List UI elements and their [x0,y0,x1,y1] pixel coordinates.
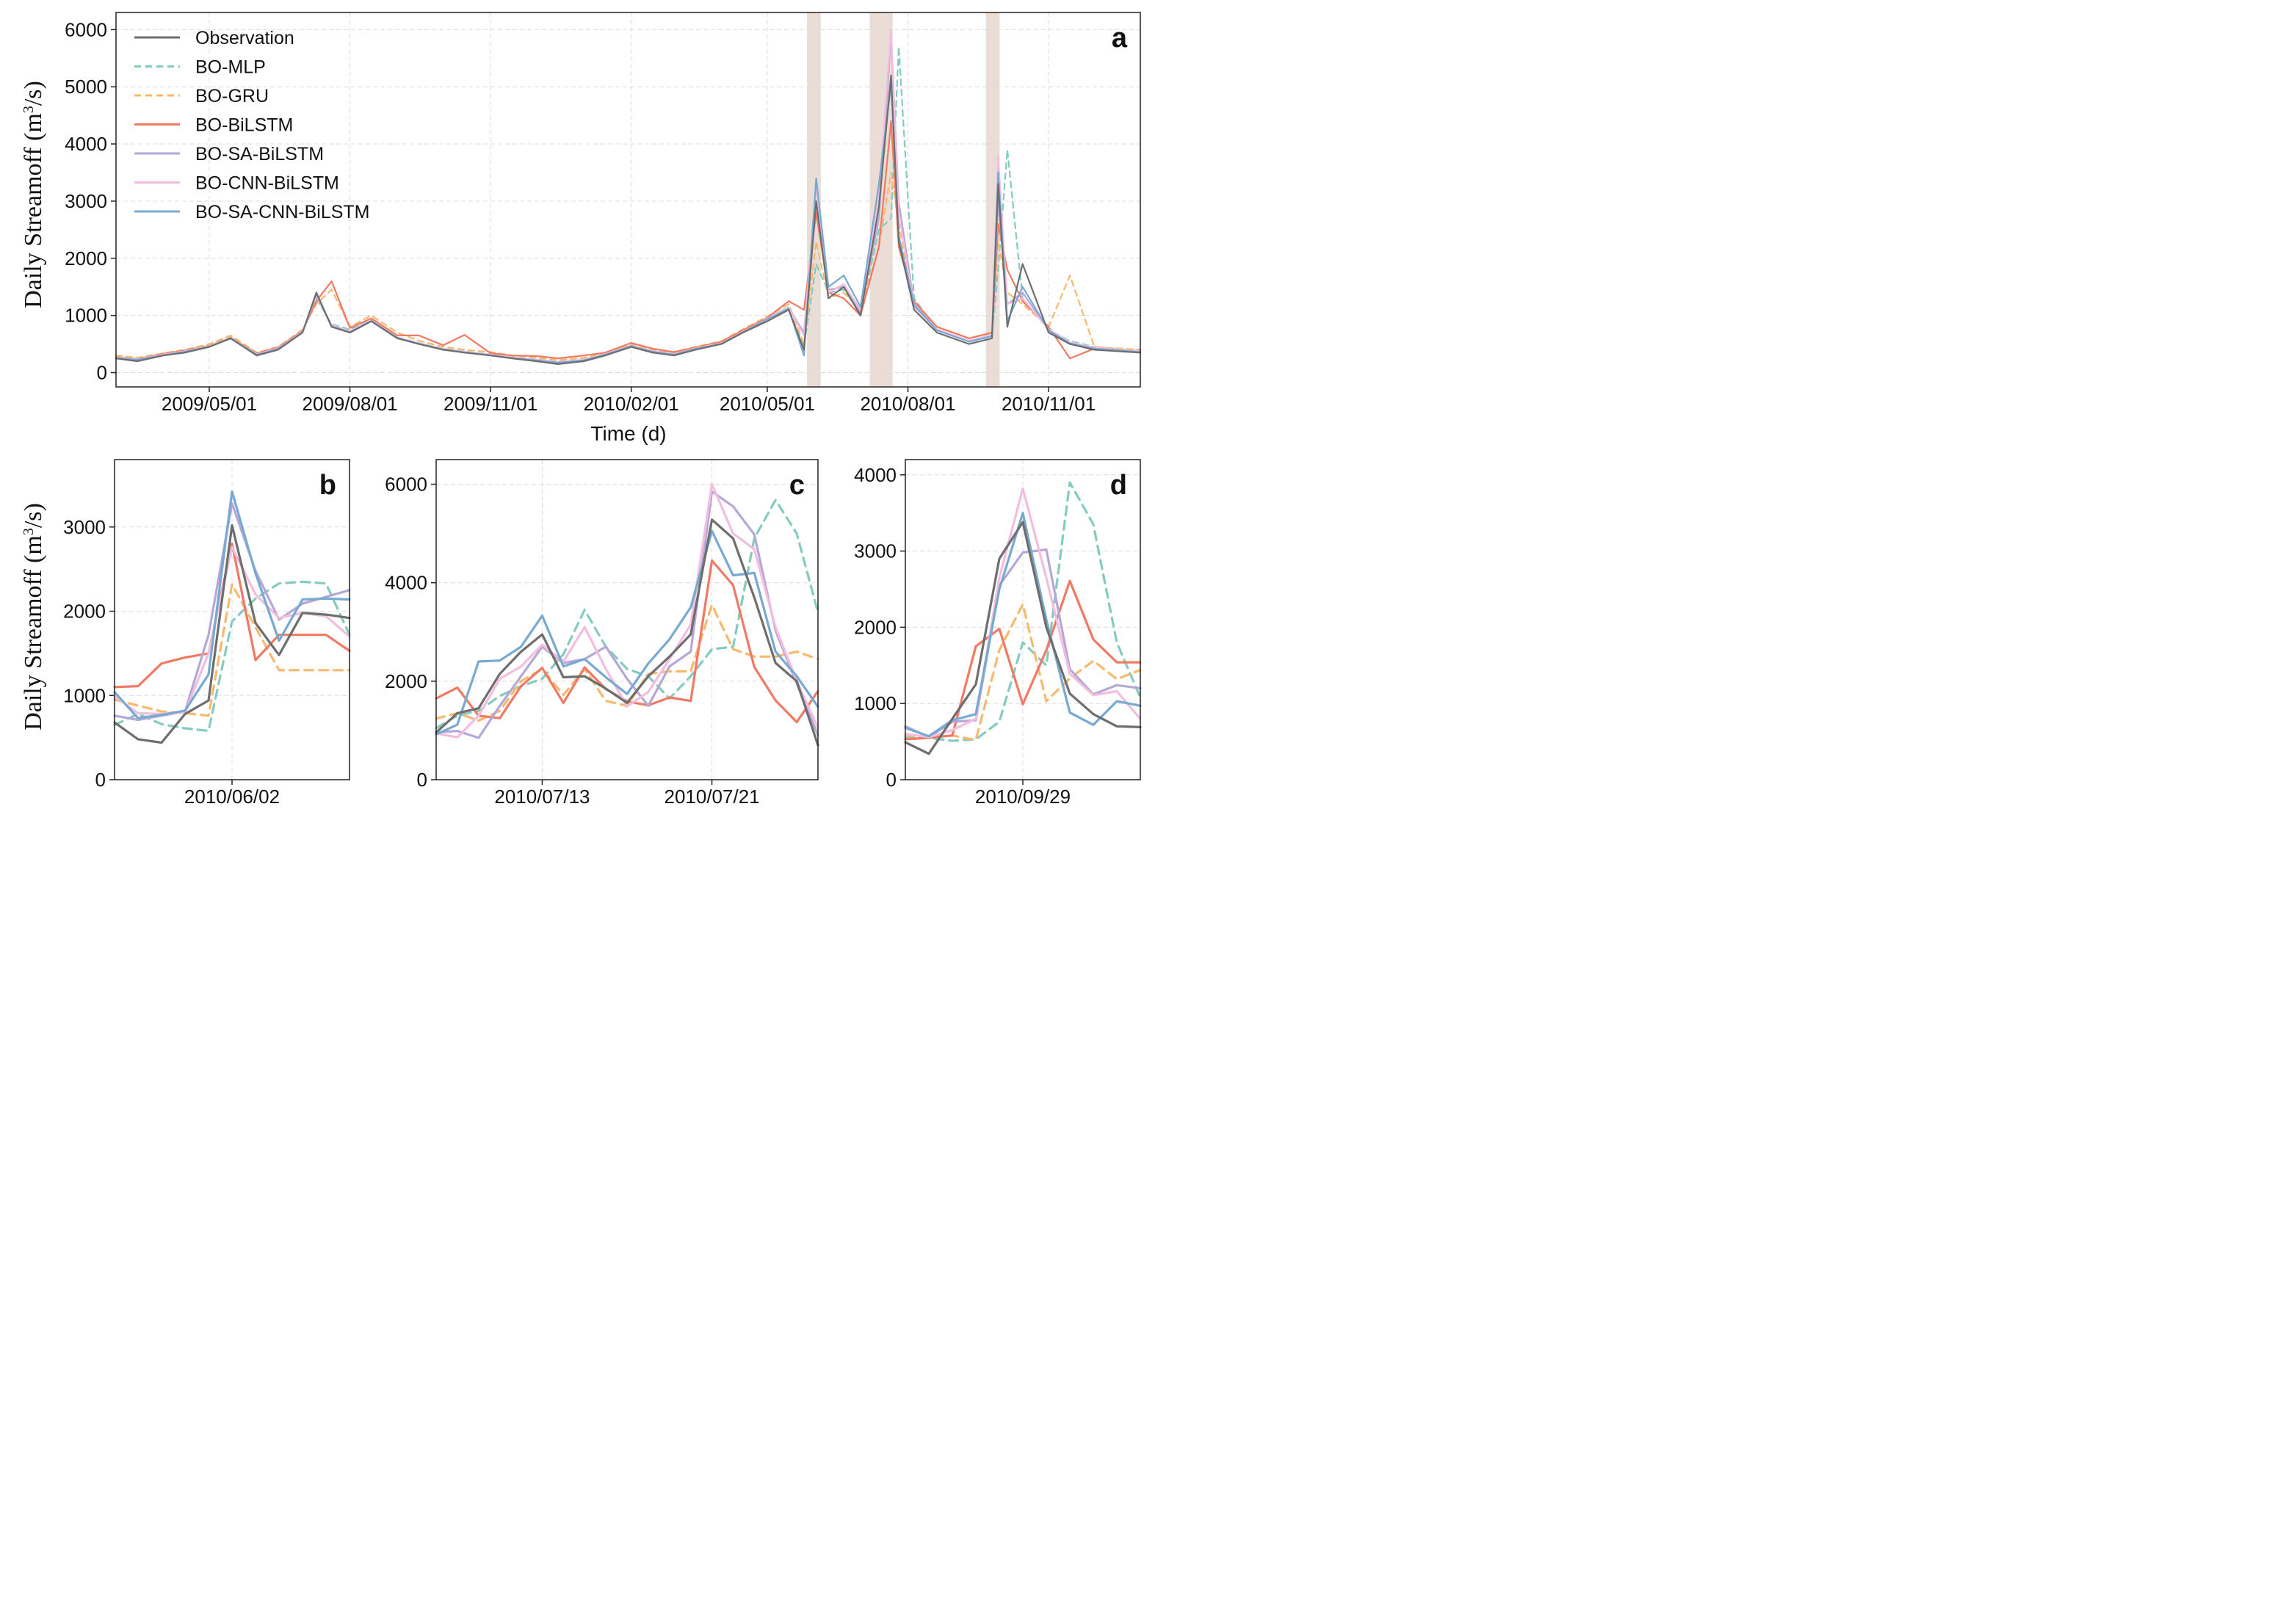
y-tick-label: 4000 [854,464,897,486]
panel-label-b: b [319,470,336,501]
y-tick-label: 1000 [854,692,897,714]
y-tick-label: 3000 [854,540,897,562]
panel-c: 0 2000 4000 6000 2010/07/13 2010/07/21 c [385,459,819,808]
legend-label: Observation [195,28,294,48]
y-tick-label: 0 [95,769,106,791]
series-line-bo-bilstm [113,543,351,689]
series-line-bo-bilstm [904,579,1142,741]
y-tick-label: 3000 [65,190,107,212]
y-tick-label: 0 [417,769,427,791]
series-line-bo-gru [113,583,351,717]
series-line-bo-mlp [113,580,351,733]
series-line-bo-bilstm [435,559,819,724]
legend-label: BO-CNN-BiLSTM [195,173,339,194]
y-tick-label: 0 [886,769,897,791]
figure: Daily Streamoff (m3/s) Daily Streamoff (… [0,0,1151,813]
series-line-bo-mlp [904,481,1142,742]
y-tick-label: 6000 [65,18,107,40]
legend-label: BO-SA-CNN-BiLSTM [195,202,370,222]
plot-frame [115,12,1141,388]
y-axis-label: Daily Streamoff (m3/s) [20,81,47,308]
x-tick-label: 2010/08/01 [860,393,955,415]
legend-label: BO-BiLSTM [195,115,293,136]
series-line-observation [115,74,1142,365]
x-tick-label: 2009/08/01 [302,393,397,415]
highlight-band-1 [807,12,821,387]
x-tick-label: 2009/11/01 [443,393,537,415]
x-tick-label: 2010/05/01 [720,393,815,415]
panel-b: 0 1000 2000 3000 2010/06/02 b [63,459,351,808]
series-line-bo-sa-cnn-bilstm [435,529,819,736]
x-tick-label: 2009/05/01 [162,393,257,415]
series-line-bo-cnn-bilstm [435,482,819,739]
plot-frame [435,459,819,780]
series-line-bo-sa-cnn-bilstm [113,490,351,719]
series-line-observation [435,518,819,747]
y-tick-label: 2000 [854,616,897,638]
x-tick-label: 2010/11/01 [1002,393,1096,415]
legend-label: BO-GRU [195,86,269,106]
x-tick-label: 2010/07/13 [494,786,590,808]
x-tick-label: 2010/07/21 [664,786,759,808]
legend-label: BO-MLP [195,57,266,78]
series-line-observation [113,523,351,744]
series-line-observation [904,521,1142,755]
panel-d: 0 1000 2000 3000 4000 2010/09/29 d [854,459,1142,808]
figure-svg: Daily Streamoff (m3/s) Daily Streamoff (… [20,12,1142,808]
panel-a: 0 1000 2000 3000 4000 5000 6000 2009/05/01 2009/… [65,12,1142,415]
y-tick-label: 1000 [63,684,106,706]
y-tick-label: 4000 [385,572,427,594]
highlight-band-3 [985,12,1000,387]
plot-frame [114,459,350,780]
x-axis-label: Time (d) [590,422,666,445]
y-tick-label: 6000 [385,474,427,496]
y-tick-label: 1000 [65,305,107,327]
panel-label-a: a [1112,23,1128,54]
legend: Observation BO-MLP BO-GRU BO-BiLSTM BO-SA-Bi… [134,28,370,222]
y-tick-label: 0 [97,362,107,384]
x-tick-label: 2010/09/29 [975,786,1071,808]
y-tick-label: 4000 [65,133,107,155]
y-tick-label: 2000 [63,601,106,623]
panel-label-c: c [789,470,805,501]
series-line-bo-sa-bilstm [435,490,819,739]
y-tick-label: 5000 [65,76,107,98]
x-tick-label: 2010/06/02 [184,786,280,808]
legend-label: BO-SA-BiLSTM [195,144,324,164]
y-tick-label: 2000 [385,670,427,692]
x-tick-label: 2010/02/01 [584,393,679,415]
panel-label-d: d [1110,470,1127,501]
y-axis-label-lower: Daily Streamoff (m3/s) [20,503,47,731]
plot-frame [905,459,1141,780]
y-tick-label: 3000 [63,516,106,538]
y-tick-label: 2000 [65,247,107,269]
